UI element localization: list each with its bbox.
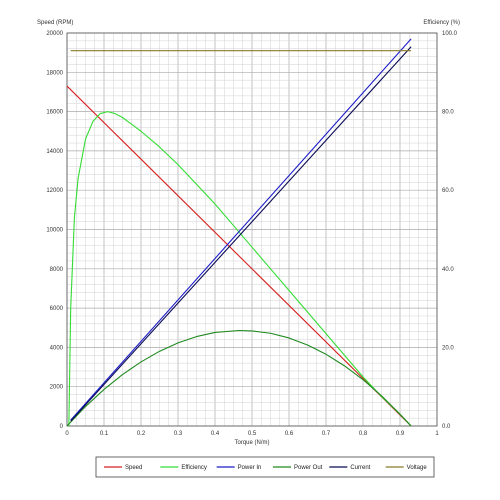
- y-right-tick-label: 0.0: [442, 424, 451, 430]
- legend-label-power-out: Power Out: [294, 465, 323, 471]
- y-left-tick-label: 14000: [46, 149, 63, 155]
- x-tick-label: 0.7: [322, 431, 331, 437]
- x-tick-label: 0.8: [359, 431, 368, 437]
- series-line-power-in: [70, 38, 412, 421]
- legend: Speed Efficiency Power In Power Out Current V…: [95, 456, 435, 478]
- x-tick-label: 0: [65, 431, 69, 437]
- y-left-tick-label: 4000: [50, 345, 64, 351]
- legend-label-speed: Speed: [125, 465, 142, 471]
- legend-label-efficiency: Efficiency: [181, 465, 207, 471]
- series-lines: [66, 38, 412, 427]
- y-left-tick-label: 12000: [46, 188, 63, 194]
- y-left-tick-label: 6000: [50, 306, 64, 312]
- legend-label-voltage: Voltage: [407, 465, 428, 471]
- x-tick-label: 1: [435, 431, 439, 437]
- y-left-tick-label: 10000: [46, 228, 63, 234]
- series-line-power-out: [66, 329, 412, 427]
- legend-box: [95, 456, 435, 478]
- x-tick-label: 0.2: [137, 431, 146, 437]
- y-left-tick-label: 16000: [46, 110, 63, 116]
- y-right-tick-label: 80.0: [442, 110, 454, 116]
- x-tick-label: 0.1: [100, 431, 109, 437]
- y-right-tick-label: 20.0: [442, 345, 454, 351]
- y-left-tick-label: 2000: [50, 385, 64, 391]
- tick-labels: 0 0.1 0.2 0.3 0.4 0.5 0.6 0.7 0.8 0.9 1 0 2000 4000 60…: [46, 31, 457, 437]
- x-tick-label: 0.3: [174, 431, 183, 437]
- series-line-speed: [66, 85, 412, 427]
- series-line-efficiency: [68, 111, 412, 427]
- y-axis-left-title: Speed (RPM): [37, 20, 73, 26]
- legend-label-power-in: Power In: [238, 465, 262, 471]
- y-left-tick-label: 8000: [50, 267, 64, 273]
- x-tick-label: 0.9: [396, 431, 405, 437]
- x-axis-title: Torque (N/m): [234, 440, 269, 446]
- x-tick-label: 0.4: [211, 431, 220, 437]
- series-line-current: [70, 46, 412, 422]
- y-axis-right-title: Efficiency (%): [423, 20, 460, 26]
- plot-frame: [66, 32, 438, 427]
- legend-label-current: Current: [350, 465, 370, 471]
- y-right-tick-label: 100.0: [442, 31, 458, 37]
- x-tick-label: 0.5: [248, 431, 257, 437]
- grid: [66, 32, 438, 427]
- y-left-tick-label: 0: [60, 424, 64, 430]
- y-right-tick-label: 40.0: [442, 267, 454, 273]
- y-left-tick-label: 18000: [46, 70, 63, 76]
- y-left-tick-label: 20000: [46, 31, 63, 37]
- x-tick-label: 0.6: [285, 431, 294, 437]
- y-right-tick-label: 60.0: [442, 188, 454, 194]
